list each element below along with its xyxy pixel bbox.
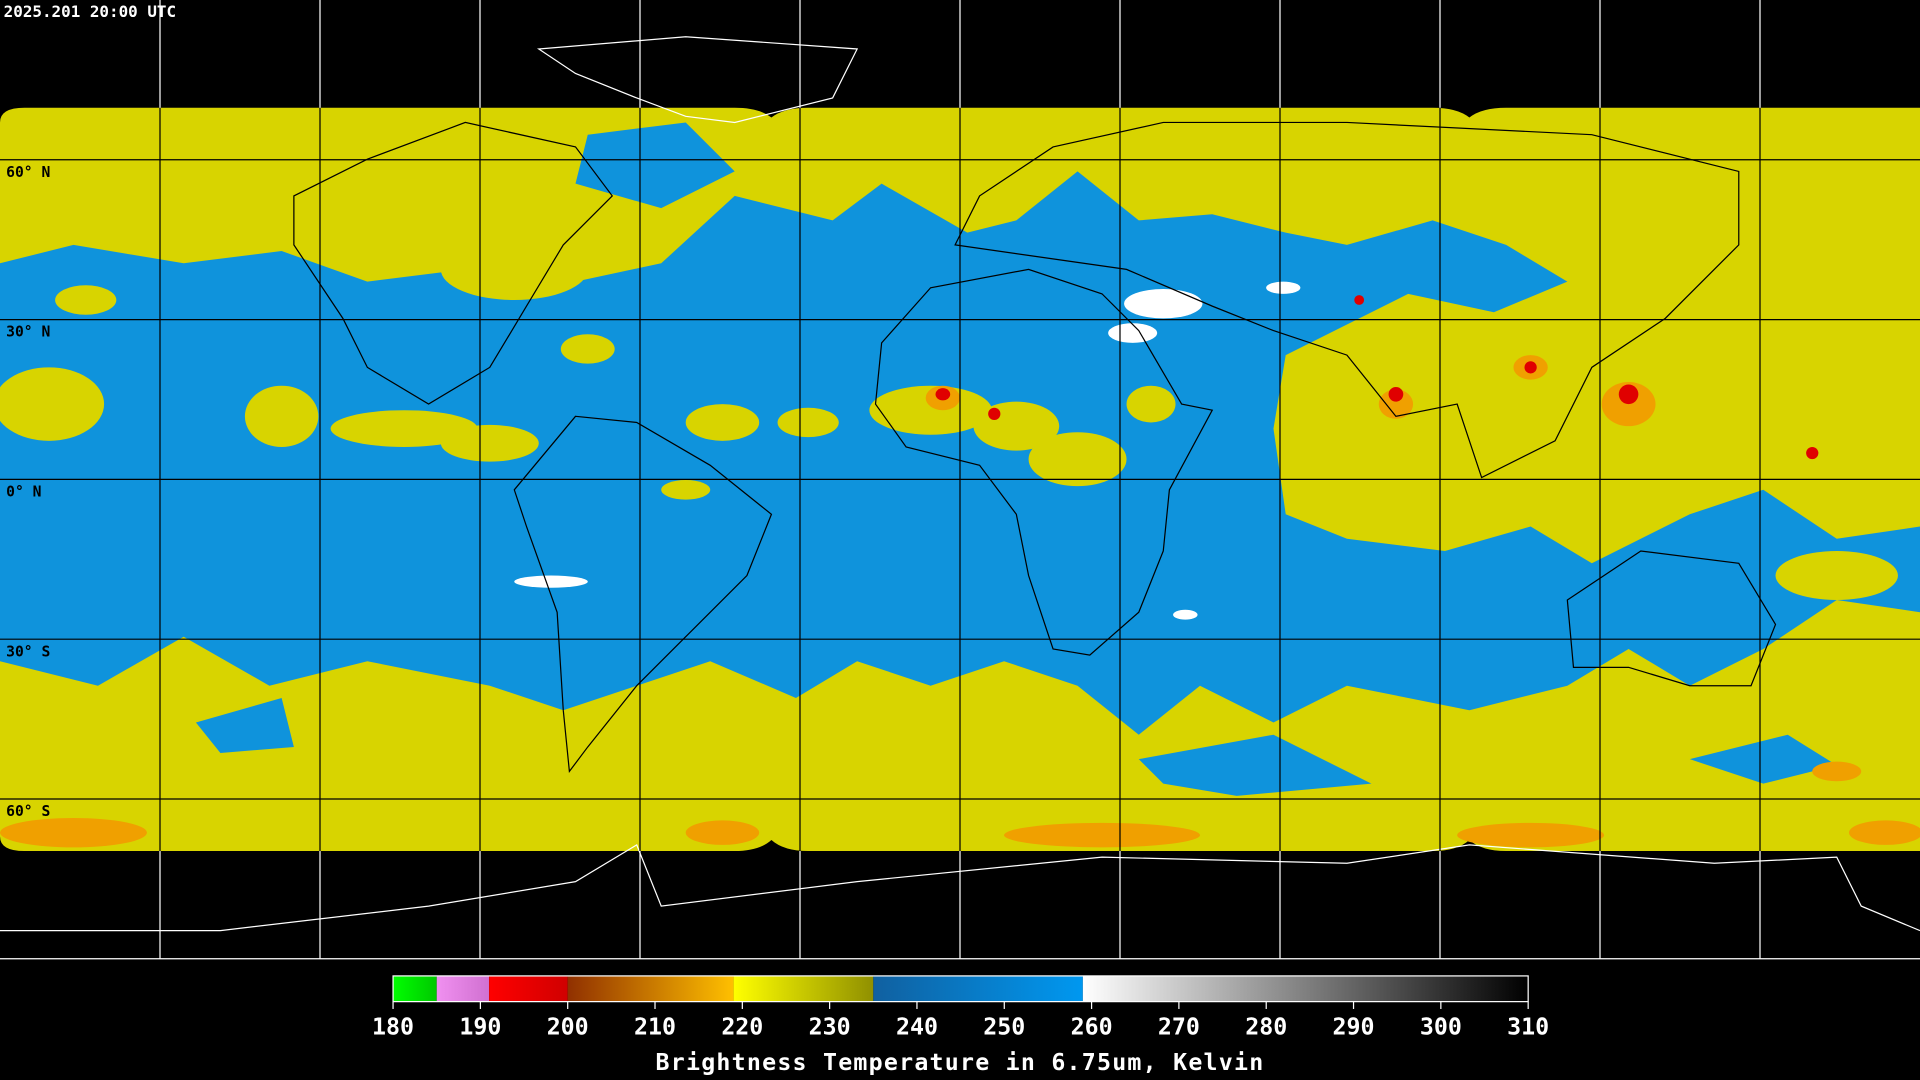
polar-coastlines: [0, 36, 1920, 932]
deep-convection: [935, 295, 1819, 460]
colorbar-tick-label: 180: [372, 1014, 414, 1041]
colorbar-tick-label: 200: [547, 1014, 589, 1041]
warm-spot: [1108, 323, 1158, 343]
cloud: [1126, 385, 1176, 423]
latitude-label: 60° N: [6, 164, 50, 181]
storm: [935, 388, 951, 401]
coastlines: [293, 121, 1777, 774]
warm-spot: [1124, 288, 1203, 319]
colorbar-segment: [733, 975, 874, 1002]
graticule: [0, 0, 1920, 960]
cloud: [55, 285, 117, 315]
warm-spot: [1173, 609, 1198, 620]
cold-tops: [0, 355, 1920, 848]
cold-area: [685, 820, 760, 845]
latitude-label: 30° S: [6, 643, 50, 660]
coast-australia: [1566, 550, 1777, 687]
cloud: [1775, 551, 1898, 600]
colorbar-tick-label: 280: [1245, 1014, 1287, 1041]
storm: [988, 407, 1001, 420]
colorbar-tick-label: 190: [459, 1014, 501, 1041]
colorbar-segment: [489, 975, 568, 1002]
cold-area: [1004, 822, 1200, 848]
colorbar-tick-label: 220: [721, 1014, 763, 1041]
warm-spot: [514, 575, 588, 588]
cloud: [1028, 432, 1127, 487]
cold-area: [1848, 820, 1920, 845]
cold-area: [1812, 761, 1862, 782]
colorbar-segment: [1082, 975, 1529, 1002]
cold-area: [1378, 389, 1414, 419]
warm-spots: [514, 281, 1301, 620]
storm: [1388, 386, 1404, 402]
cloud: [560, 334, 615, 364]
cloud: [330, 410, 478, 447]
cold-area: [0, 817, 147, 848]
dry-patch: [1138, 734, 1372, 796]
cloud: [244, 385, 319, 447]
colorbar-tick-label: 300: [1420, 1014, 1462, 1041]
latitude-label: 60° S: [6, 803, 50, 820]
colorbar: 180 190 200 210 220 230 240 250 260 270 280 290 300 3…: [372, 975, 1549, 1041]
storm: [1806, 446, 1819, 460]
cloud: [440, 238, 588, 300]
dry-patch: [195, 697, 294, 754]
colorbar-tick-label: 260: [1071, 1014, 1113, 1041]
colorbar-tick-label: 250: [983, 1014, 1025, 1041]
coast-antarctica: [0, 844, 1920, 932]
latitude-label: 0° N: [6, 484, 41, 501]
coast-africa: [874, 268, 1214, 656]
coast-south-america: [513, 415, 773, 774]
cloud: [0, 367, 105, 441]
dry-patch: [575, 122, 735, 209]
coast-eurasia: [954, 121, 1740, 479]
coast-greenland: [536, 36, 859, 124]
cloud: [661, 480, 711, 500]
latitude-label: 30° N: [6, 324, 50, 341]
colorbar-tick-label: 270: [1158, 1014, 1200, 1041]
colorbar-segment: [393, 975, 437, 1002]
dry-patch: [1689, 734, 1837, 784]
colorbar-tick-label: 230: [809, 1014, 851, 1041]
colorbar-tick-label: 290: [1333, 1014, 1375, 1041]
cloud: [869, 385, 992, 435]
cloud: [777, 407, 839, 438]
colorbar-tick-label: 210: [634, 1014, 676, 1041]
colorbar-segment: [873, 975, 1083, 1002]
latitude-labels: 60° N 30° N 0° N 30° S 60° S: [6, 164, 50, 820]
cloud: [440, 424, 539, 462]
convection: [0, 238, 1898, 600]
colorbar-tick-label: 310: [1507, 1014, 1549, 1041]
storm: [1354, 295, 1365, 305]
warm-spot: [1266, 281, 1301, 294]
colorbar-tick-label: 240: [896, 1014, 938, 1041]
timestamp: 2025.201 20:00 UTC: [4, 2, 176, 21]
colorbar-title: Brightness Temperature in 6.75um, Kelvin: [656, 1049, 1265, 1076]
colorbar-frame: [392, 975, 1529, 1003]
storm: [1618, 384, 1639, 405]
cold-area: [1457, 822, 1605, 848]
colorbar-segment: [567, 975, 734, 1002]
storm: [1524, 361, 1537, 374]
colorbar-segment: [436, 975, 490, 1002]
cloud: [685, 404, 760, 441]
